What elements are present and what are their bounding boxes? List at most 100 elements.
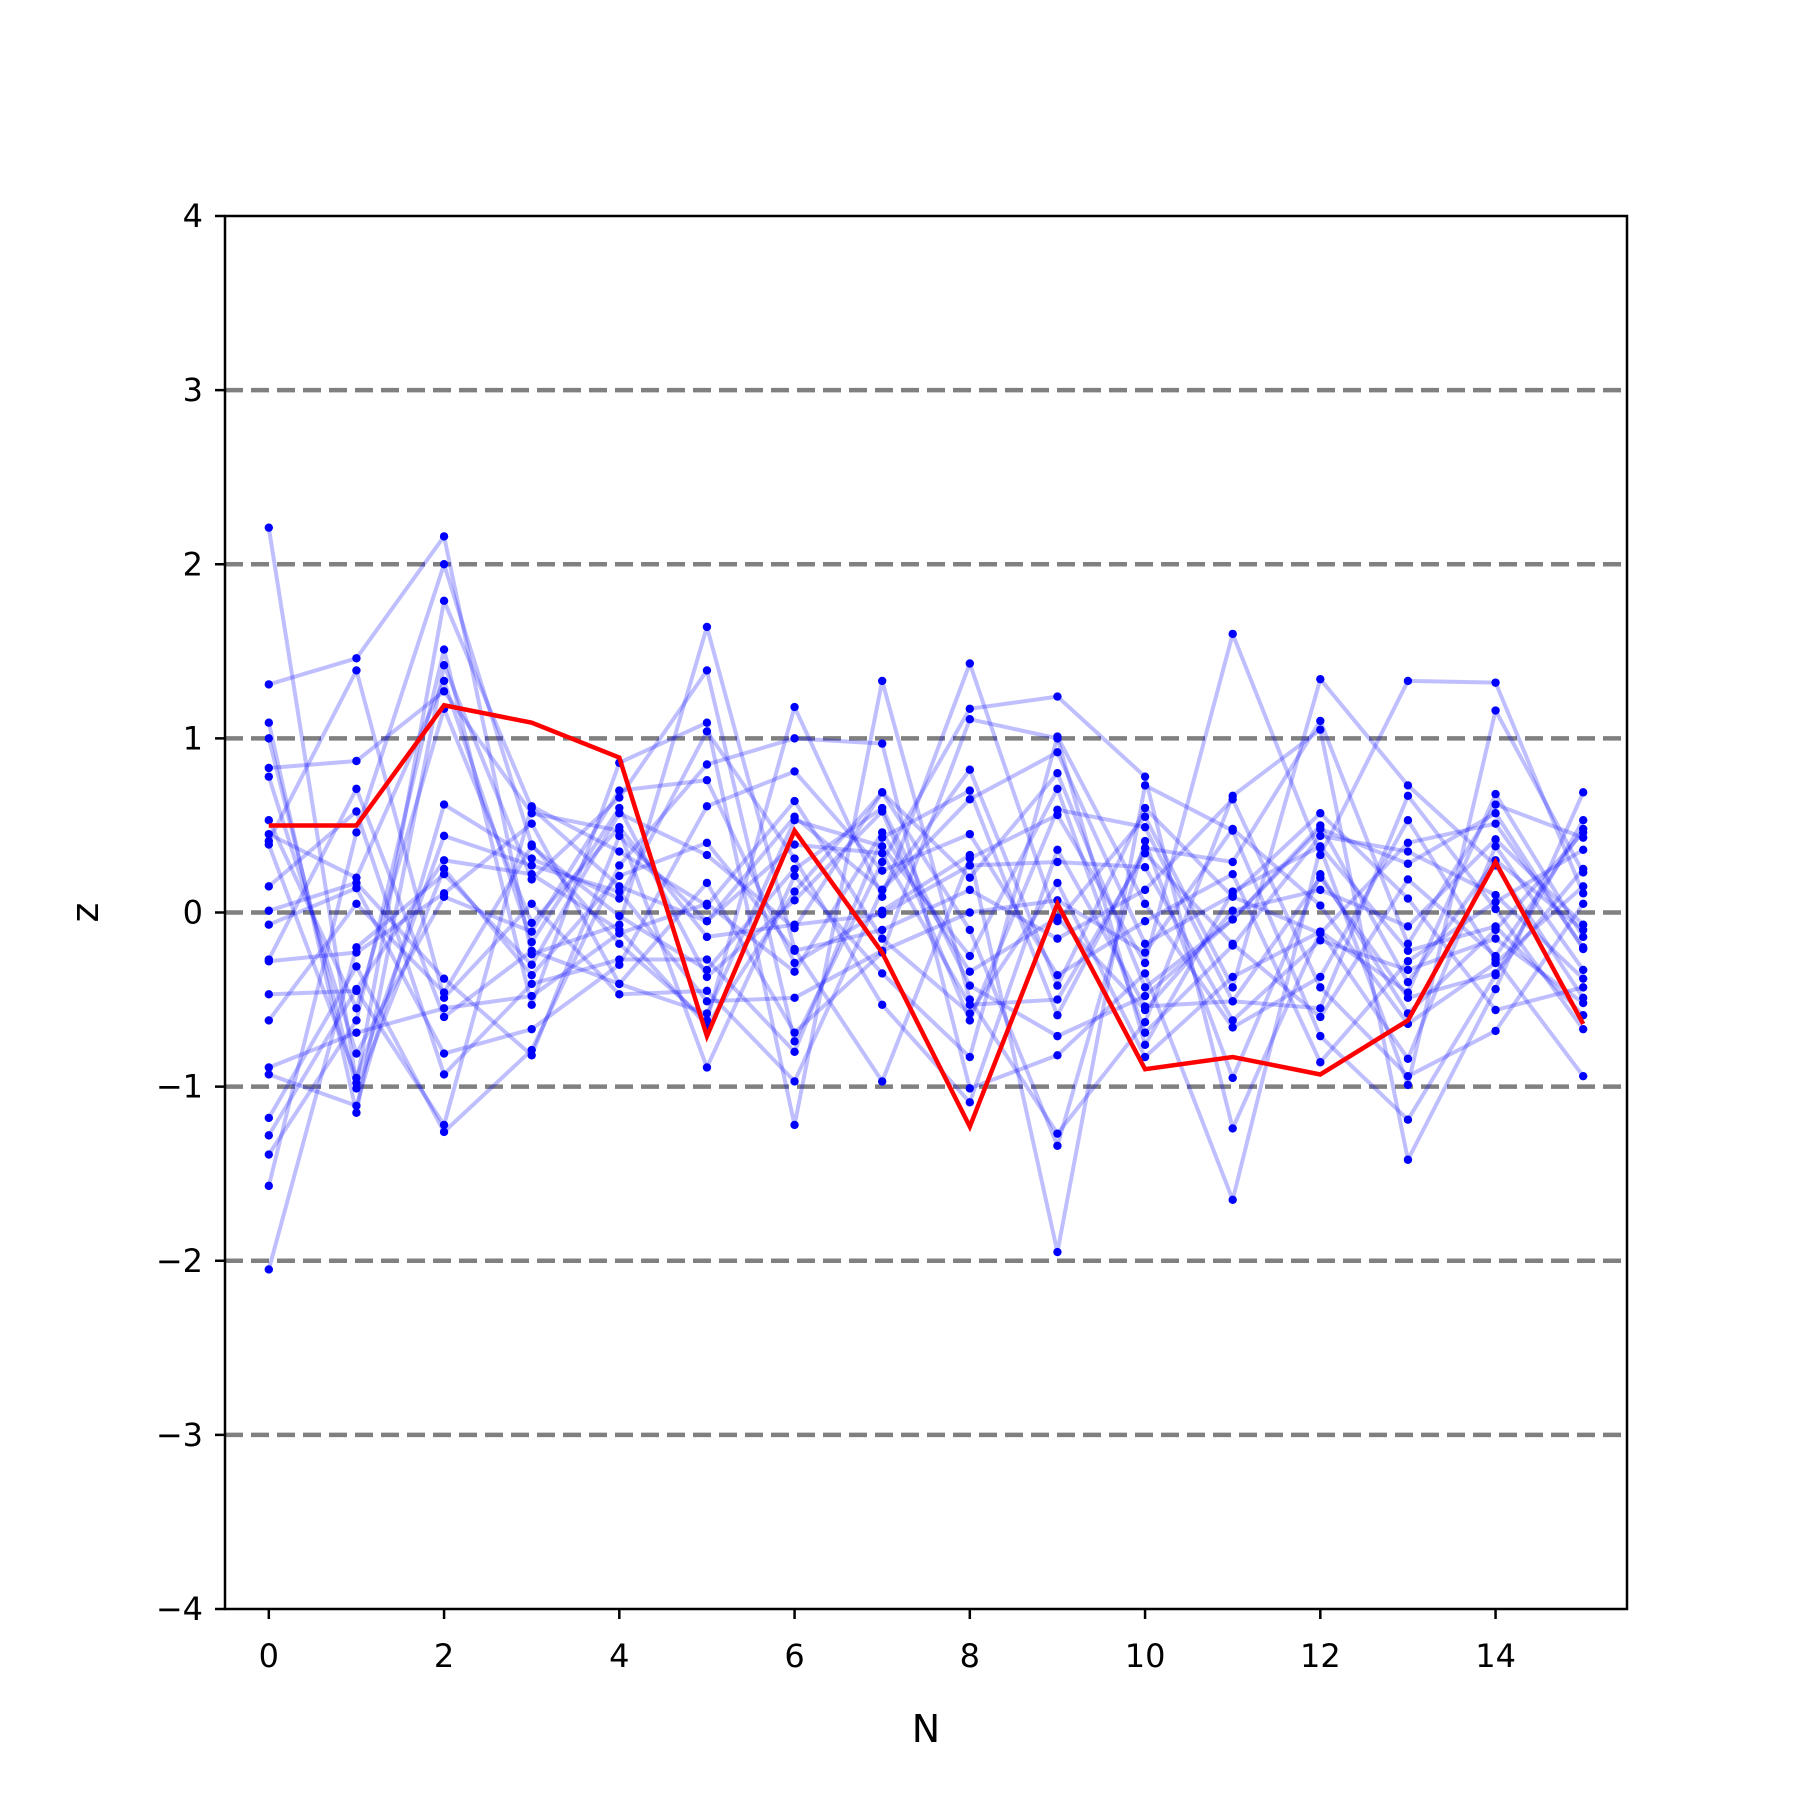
x-tick-label: 14 [1475, 1637, 1516, 1675]
data-point [877, 842, 887, 851]
data-point [1140, 822, 1150, 832]
data-point [1053, 769, 1062, 778]
data-point [1491, 819, 1500, 828]
data-point [1316, 831, 1325, 841]
data-point [1403, 993, 1413, 1003]
data-point [965, 885, 975, 895]
data-point [439, 1070, 449, 1079]
background-series-line [268, 769, 1585, 1065]
data-point [790, 967, 799, 976]
data-point [352, 1101, 361, 1110]
data-point [1316, 1004, 1325, 1013]
data-point [527, 946, 536, 956]
background-series-line [266, 776, 1585, 1255]
data-point [877, 910, 887, 919]
data-point [264, 829, 274, 839]
data-point [352, 962, 361, 971]
data-point [1140, 863, 1150, 872]
data-point [1140, 969, 1150, 978]
data-point [1491, 800, 1500, 809]
data-point [352, 1084, 361, 1093]
data-point [1053, 934, 1062, 943]
background-series-points [264, 523, 1588, 1274]
data-point [1228, 906, 1237, 915]
data-point [790, 796, 799, 806]
y-tick-label: 2 [183, 545, 203, 583]
data-point [439, 1120, 449, 1130]
data-point [1403, 1071, 1413, 1081]
data-point [1228, 795, 1237, 804]
data-point [1140, 849, 1150, 858]
data-point [1491, 951, 1500, 961]
data-point [1316, 842, 1325, 851]
data-point [1140, 772, 1150, 781]
data-point [1228, 1124, 1237, 1133]
data-point [1578, 899, 1588, 908]
data-point [1053, 1141, 1062, 1151]
data-point [1316, 927, 1325, 936]
data-point [877, 849, 887, 858]
data-point [1491, 890, 1500, 900]
data-point [352, 1004, 361, 1013]
data-point [1316, 1012, 1325, 1022]
data-point [1228, 887, 1237, 896]
data-point [1053, 784, 1062, 794]
background-series-lines [266, 527, 1586, 1270]
data-point [1491, 922, 1500, 931]
data-point [439, 1004, 449, 1013]
data-point [1578, 944, 1588, 954]
data-point [965, 795, 975, 804]
data-point [1228, 1023, 1237, 1032]
data-point [702, 878, 712, 888]
data-point [965, 967, 975, 976]
data-point [615, 793, 624, 802]
data-point [790, 946, 799, 956]
data-point [702, 1009, 712, 1018]
data-point [1403, 781, 1413, 790]
data-point [965, 715, 975, 724]
data-point [702, 622, 712, 632]
data-point [1316, 716, 1325, 726]
data-point [1316, 674, 1325, 684]
data-point [264, 882, 274, 891]
data-point [1053, 1011, 1062, 1020]
data-point [1140, 991, 1150, 1001]
data-point [264, 763, 274, 773]
data-point [264, 1181, 274, 1191]
data-point [264, 816, 274, 825]
data-point [1053, 692, 1062, 701]
data-point [877, 739, 887, 748]
data-point [790, 1077, 799, 1086]
data-point [352, 899, 361, 908]
data-point [439, 687, 449, 696]
data-point [1491, 958, 1500, 968]
data-point [790, 887, 799, 896]
data-point [877, 934, 887, 943]
data-point [264, 990, 274, 999]
data-point [965, 1052, 975, 1062]
data-point [1491, 1005, 1500, 1015]
data-point [965, 850, 975, 860]
data-point [352, 948, 361, 957]
data-point [264, 840, 274, 849]
data-point [790, 920, 799, 929]
data-point [527, 937, 536, 947]
y-tick-label: 1 [183, 719, 203, 757]
data-point [1053, 981, 1062, 990]
data-point [790, 864, 799, 874]
data-point [877, 857, 887, 867]
data-point [1316, 1058, 1325, 1067]
data-point [439, 889, 449, 898]
data-point [702, 775, 712, 785]
x-axis-ticks: 0 2 4 6 8 10 12 14 [259, 1609, 1516, 1675]
data-point [352, 784, 361, 794]
data-point [790, 993, 799, 1003]
data-point [1403, 1054, 1413, 1063]
data-point [1403, 946, 1413, 956]
data-point [1053, 1247, 1062, 1257]
data-point [439, 1049, 449, 1058]
data-point [264, 920, 274, 929]
data-point [352, 1108, 361, 1117]
data-point [1578, 983, 1588, 992]
